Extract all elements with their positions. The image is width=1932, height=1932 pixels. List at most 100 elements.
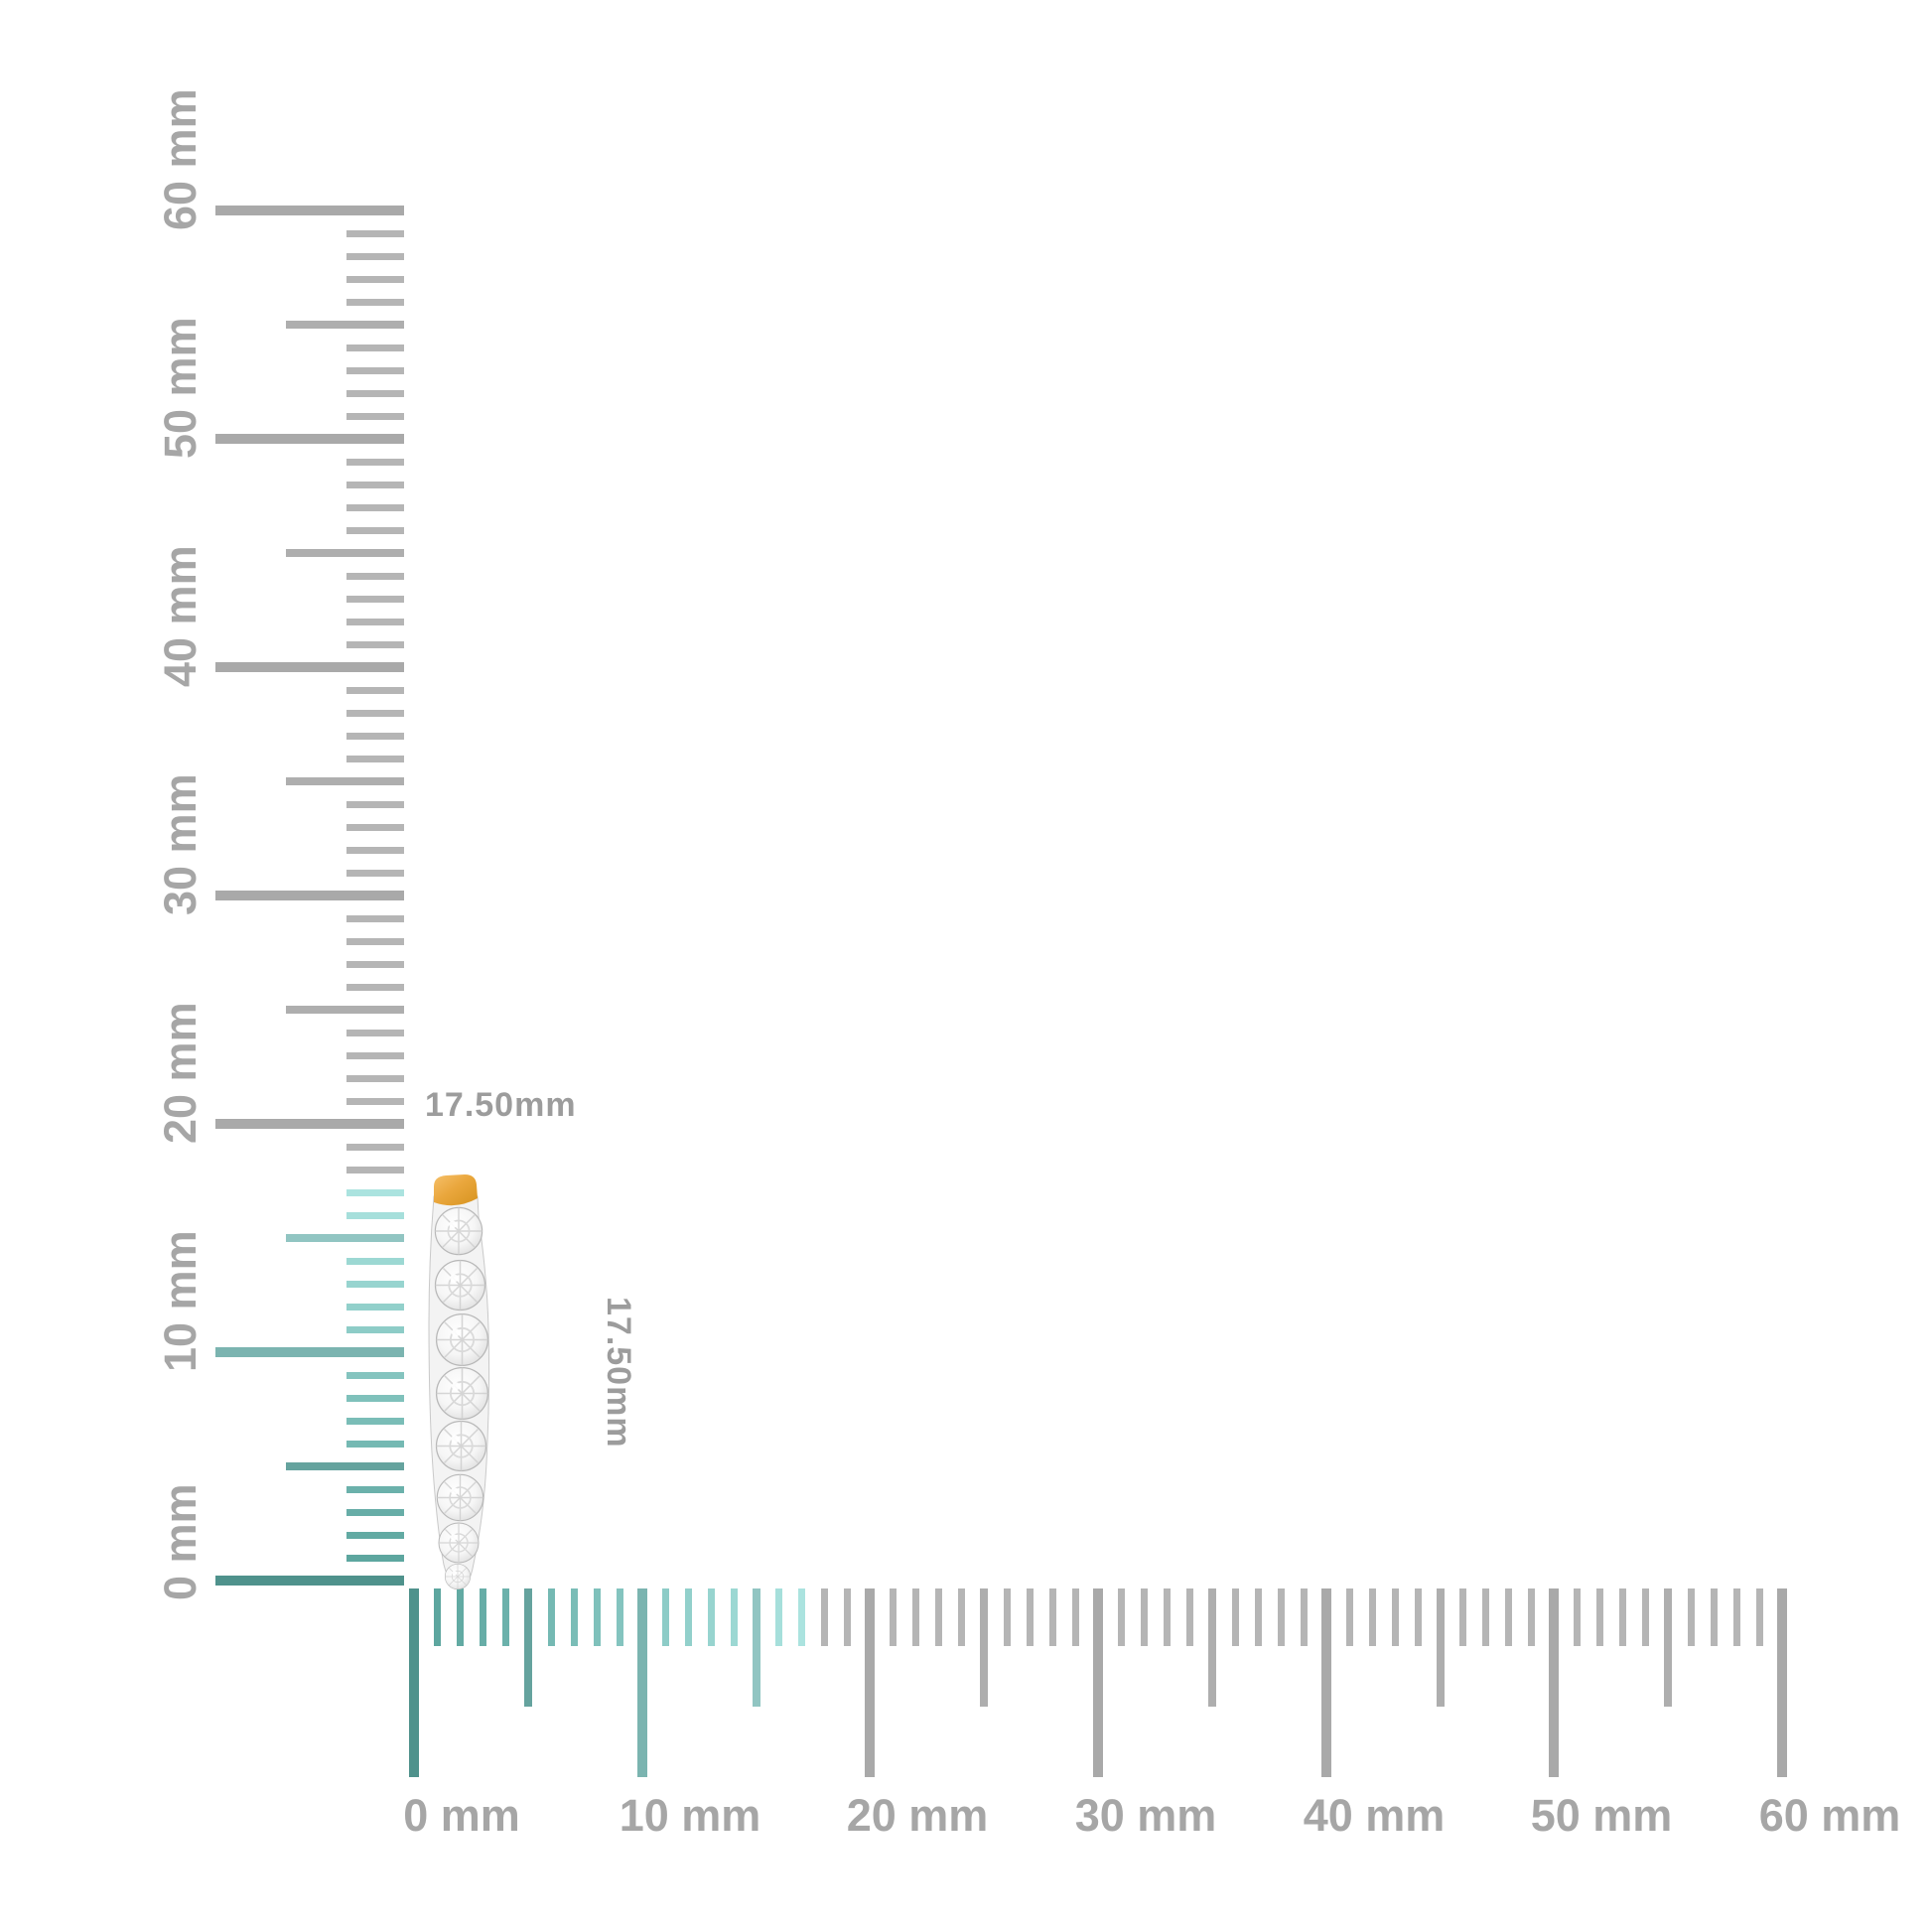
vertical-ruler-tick: [346, 252, 404, 260]
vertical-ruler-label: 30 mm: [155, 773, 206, 915]
vertical-ruler-tick: [346, 800, 404, 808]
horizontal-ruler-tick: [1368, 1588, 1376, 1646]
vertical-ruler-tick: [346, 1554, 404, 1562]
vertical-ruler-tick: [346, 389, 404, 397]
horizontal-ruler-tick: [1277, 1588, 1285, 1646]
horizontal-ruler-tick: [1391, 1588, 1399, 1646]
horizontal-ruler-label: 50 mm: [1530, 1790, 1673, 1841]
horizontal-ruler-tick: [524, 1588, 532, 1707]
vertical-ruler-tick: [346, 960, 404, 968]
vertical-ruler-tick: [346, 298, 404, 306]
vertical-ruler-tick: [346, 983, 404, 991]
vertical-ruler-tick: [286, 549, 404, 557]
vertical-ruler-tick: [346, 1440, 404, 1448]
vertical-ruler-tick: [346, 1257, 404, 1265]
vertical-ruler-tick: [346, 914, 404, 922]
vertical-ruler-tick: [286, 1462, 404, 1470]
horizontal-ruler-tick: [1641, 1588, 1649, 1646]
horizontal-ruler-tick: [934, 1588, 942, 1646]
horizontal-ruler-tick: [1732, 1588, 1740, 1646]
vertical-ruler-tick: [346, 572, 404, 580]
vertical-ruler-tick: [215, 206, 404, 215]
vertical-ruler-label: 40 mm: [155, 545, 206, 687]
horizontal-ruler-tick: [1527, 1588, 1535, 1646]
horizontal-ruler-label: 10 mm: [619, 1790, 761, 1841]
vertical-ruler-tick: [346, 686, 404, 694]
horizontal-ruler-tick: [1231, 1588, 1239, 1646]
earring-image: [428, 1174, 501, 1596]
vertical-ruler-tick: [346, 1531, 404, 1539]
horizontal-ruler-label: 0 mm: [403, 1790, 520, 1841]
horizontal-ruler-tick: [774, 1588, 782, 1646]
vertical-ruler-tick: [346, 1303, 404, 1311]
horizontal-ruler-label: 20 mm: [846, 1790, 989, 1841]
horizontal-ruler-tick: [409, 1588, 419, 1777]
diamond-stone: [435, 1207, 482, 1254]
horizontal-ruler-tick: [889, 1588, 897, 1646]
horizontal-ruler-tick: [820, 1588, 828, 1646]
vertical-ruler-tick: [346, 366, 404, 374]
vertical-ruler-tick: [215, 1576, 404, 1586]
horizontal-ruler-tick: [570, 1588, 578, 1646]
horizontal-ruler-tick: [1345, 1588, 1353, 1646]
horizontal-ruler-tick: [1755, 1588, 1763, 1646]
vertical-ruler-tick: [346, 1371, 404, 1379]
diamond-stone: [437, 1422, 486, 1471]
vertical-ruler-tick: [346, 869, 404, 877]
vertical-ruler-tick: [346, 595, 404, 603]
horizontal-ruler-tick: [1093, 1588, 1103, 1777]
vertical-ruler-tick: [346, 1074, 404, 1082]
horizontal-ruler-tick: [753, 1588, 760, 1707]
vertical-ruler-tick: [346, 1417, 404, 1425]
horizontal-ruler-tick: [1664, 1588, 1672, 1707]
width-dimension-label: 17.50mm: [425, 1086, 577, 1124]
vertical-ruler-tick: [286, 1234, 404, 1242]
horizontal-ruler-tick: [1003, 1588, 1011, 1646]
diamond-stone: [437, 1314, 488, 1366]
vertical-ruler-tick: [286, 777, 404, 785]
vertical-ruler-tick: [346, 1394, 404, 1402]
horizontal-ruler-tick: [433, 1588, 441, 1646]
diamond-stone: [445, 1564, 470, 1588]
diamond-stone: [437, 1368, 488, 1420]
diamond-stone: [439, 1523, 479, 1563]
vertical-ruler-tick: [346, 1508, 404, 1516]
horizontal-ruler-tick: [865, 1588, 875, 1777]
vertical-ruler-tick: [346, 1485, 404, 1493]
vertical-ruler-tick: [346, 412, 404, 420]
vertical-ruler-tick: [346, 1051, 404, 1059]
horizontal-ruler-tick: [1321, 1588, 1331, 1777]
horizontal-ruler-tick: [1549, 1588, 1559, 1777]
horizontal-ruler-tick: [1687, 1588, 1695, 1646]
horizontal-ruler-tick: [1208, 1588, 1216, 1707]
horizontal-ruler-tick: [707, 1588, 715, 1646]
vertical-ruler-tick: [346, 640, 404, 648]
horizontal-ruler-tick: [547, 1588, 555, 1646]
vertical-ruler-tick: [346, 1280, 404, 1288]
horizontal-ruler-tick: [1710, 1588, 1718, 1646]
vertical-ruler-label: 10 mm: [155, 1230, 206, 1372]
vertical-ruler-tick: [346, 1097, 404, 1105]
horizontal-ruler-tick: [1026, 1588, 1034, 1646]
vertical-ruler-tick: [346, 458, 404, 466]
horizontal-ruler-tick: [1595, 1588, 1603, 1646]
horizontal-ruler-tick: [1618, 1588, 1626, 1646]
horizontal-ruler-tick: [1185, 1588, 1193, 1646]
vertical-ruler-tick: [215, 1347, 404, 1357]
horizontal-ruler-tick: [730, 1588, 738, 1646]
vertical-ruler-tick: [346, 229, 404, 237]
horizontal-ruler-tick: [1048, 1588, 1056, 1646]
vertical-ruler-tick: [346, 846, 404, 854]
horizontal-ruler-label: 30 mm: [1074, 1790, 1217, 1841]
vertical-ruler-tick: [346, 1188, 404, 1196]
horizontal-ruler-tick: [1481, 1588, 1489, 1646]
horizontal-ruler-tick: [1458, 1588, 1466, 1646]
horizontal-ruler-tick: [1071, 1588, 1079, 1646]
horizontal-ruler-label: 60 mm: [1758, 1790, 1901, 1841]
vertical-ruler-tick: [346, 1325, 404, 1333]
gold-cap: [434, 1174, 478, 1206]
diamond-stone: [436, 1261, 485, 1311]
diamond-stone: [437, 1474, 483, 1520]
horizontal-ruler-tick: [456, 1588, 464, 1646]
horizontal-ruler-label: 40 mm: [1303, 1790, 1446, 1841]
